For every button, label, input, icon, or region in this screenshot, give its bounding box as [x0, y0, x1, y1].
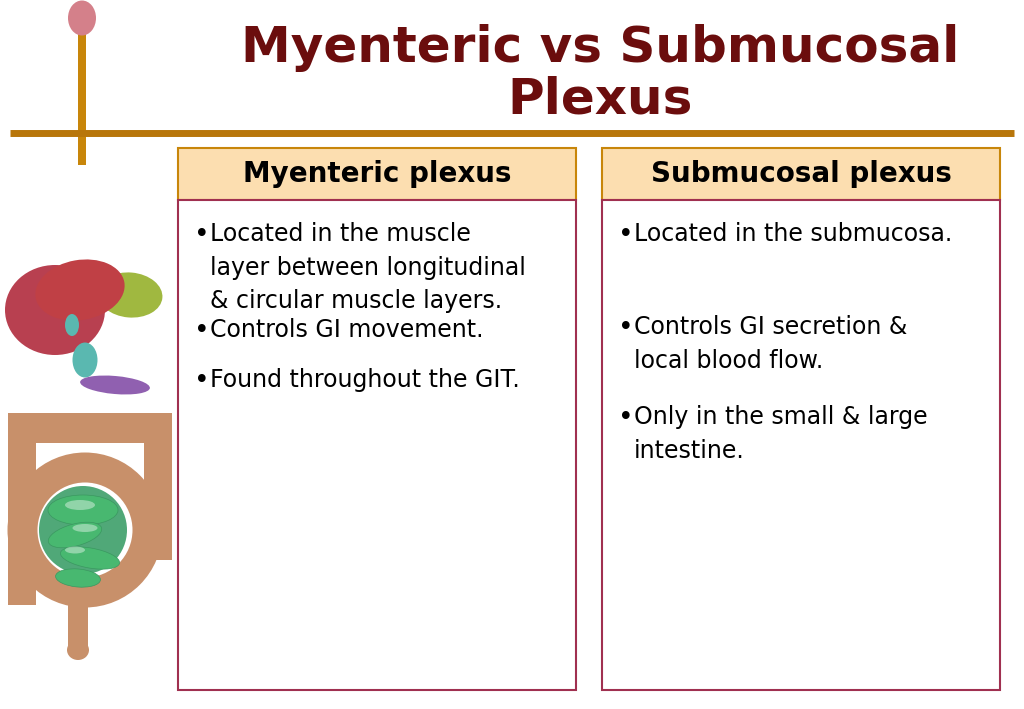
Text: Myenteric vs Submucosal: Myenteric vs Submucosal — [241, 24, 959, 72]
Text: Submucosal plexus: Submucosal plexus — [650, 160, 951, 188]
Bar — [8, 415, 36, 605]
FancyBboxPatch shape — [602, 148, 1000, 200]
Bar — [78, 10, 86, 165]
Text: Located in the submucosa.: Located in the submucosa. — [634, 222, 952, 246]
Ellipse shape — [68, 1, 96, 35]
Text: •: • — [194, 222, 210, 248]
Ellipse shape — [36, 259, 125, 320]
Ellipse shape — [65, 314, 79, 336]
Ellipse shape — [97, 272, 163, 318]
Text: Only in the small & large
intestine.: Only in the small & large intestine. — [634, 405, 928, 462]
Bar — [144, 415, 172, 560]
FancyBboxPatch shape — [602, 200, 1000, 690]
Ellipse shape — [39, 486, 127, 574]
Text: Controls GI secretion &
local blood flow.: Controls GI secretion & local blood flow… — [634, 315, 907, 372]
Ellipse shape — [80, 376, 150, 394]
Ellipse shape — [38, 483, 132, 578]
Ellipse shape — [65, 547, 85, 554]
Ellipse shape — [48, 495, 118, 525]
Text: •: • — [618, 315, 634, 341]
Ellipse shape — [48, 523, 101, 548]
Text: •: • — [618, 405, 634, 431]
Ellipse shape — [5, 265, 105, 355]
Text: Located in the muscle
layer between longitudinal
& circular muscle layers.: Located in the muscle layer between long… — [210, 222, 526, 313]
Ellipse shape — [60, 547, 120, 569]
Ellipse shape — [73, 342, 97, 377]
Text: Myenteric plexus: Myenteric plexus — [243, 160, 511, 188]
Ellipse shape — [67, 640, 89, 660]
FancyBboxPatch shape — [178, 200, 575, 690]
Text: •: • — [194, 318, 210, 344]
Text: Controls GI movement.: Controls GI movement. — [210, 318, 483, 342]
Ellipse shape — [65, 500, 95, 510]
Text: •: • — [194, 368, 210, 394]
Ellipse shape — [55, 569, 100, 587]
Text: Found throughout the GIT.: Found throughout the GIT. — [210, 368, 520, 392]
Text: •: • — [618, 222, 634, 248]
FancyBboxPatch shape — [178, 148, 575, 200]
Bar — [8, 413, 172, 443]
Ellipse shape — [73, 524, 97, 532]
Text: Plexus: Plexus — [507, 76, 692, 124]
Bar — [68, 600, 88, 650]
Ellipse shape — [7, 452, 163, 608]
